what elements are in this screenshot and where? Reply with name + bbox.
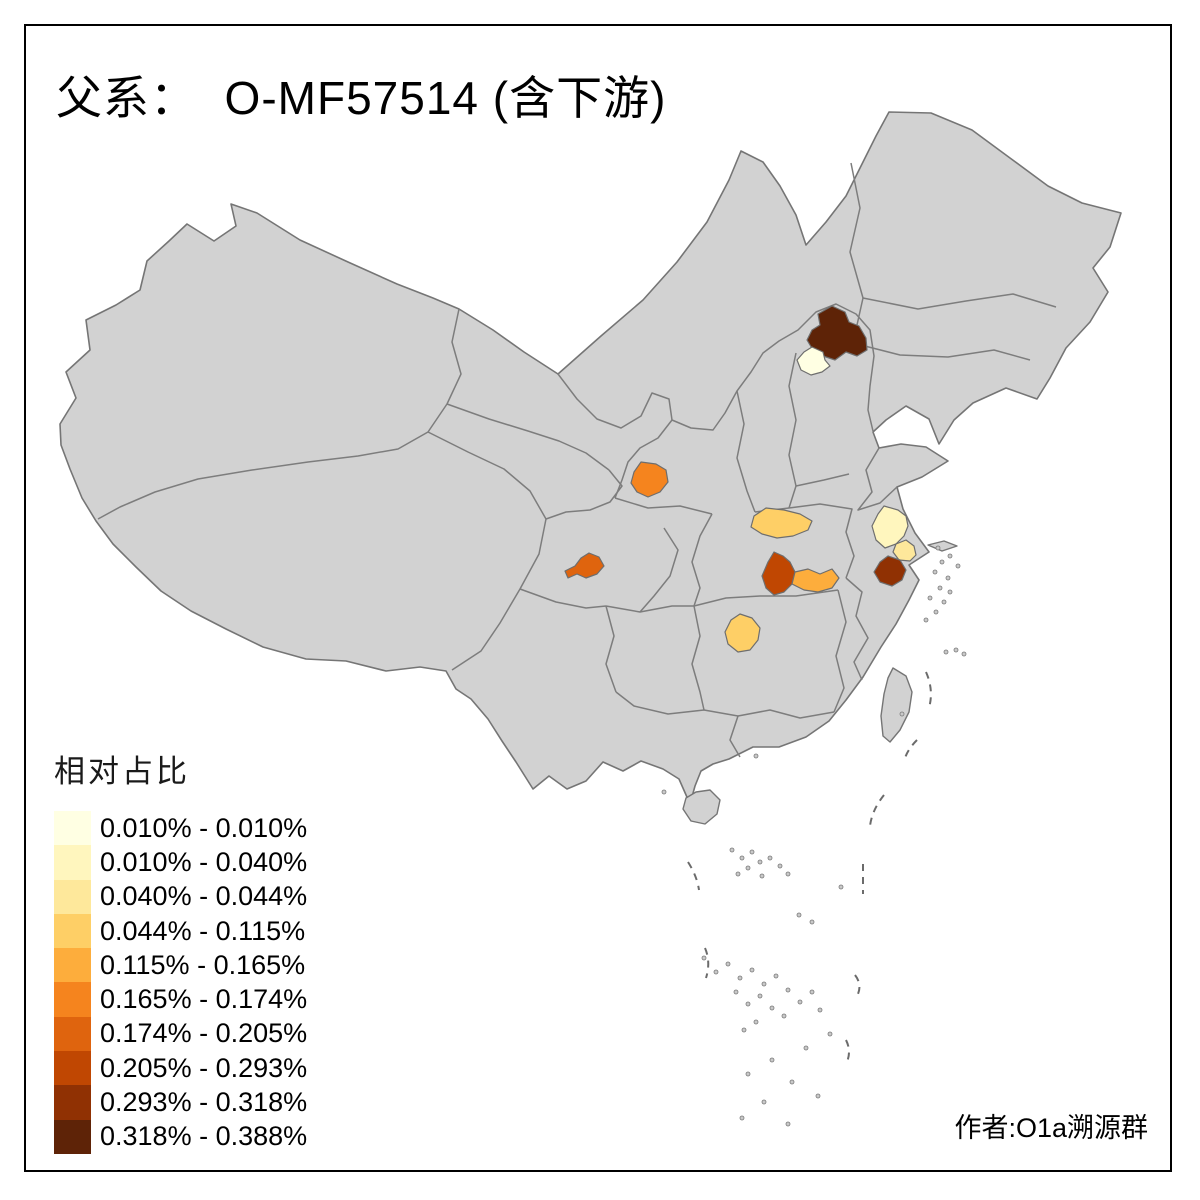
legend-swatch: [54, 845, 91, 880]
legend-swatch: [54, 913, 91, 949]
legend-swatch: [54, 1016, 91, 1052]
legend-swatch: [54, 1119, 91, 1154]
choropleth-region-hubei: [750, 507, 813, 539]
legend-label: 0.010% - 0.040%: [100, 846, 308, 877]
choropleth-region-darkest: [806, 305, 868, 361]
province-borders: [97, 162, 1057, 758]
choropleth-region-lightest: [796, 346, 831, 376]
choropleth-region-hunan-dark: [761, 551, 796, 596]
choropleth-region-sichuan: [564, 552, 605, 579]
choropleth-region-zhejiang: [873, 555, 907, 587]
legend-label: 0.174% - 0.205%: [100, 1018, 308, 1049]
legend-label: 0.044% - 0.115%: [100, 915, 306, 946]
legend-row: 0.165% - 0.174%: [54, 982, 308, 1017]
choropleth-region-shaanxi: [630, 461, 669, 498]
legend-row: 0.293% - 0.318%: [54, 1085, 308, 1120]
legend-label: 0.165% - 0.174%: [100, 984, 308, 1015]
legend: 相对占比 0.010% - 0.010% 0.010% - 0.040% 0.040…: [54, 746, 307, 1154]
legend-swatch: [54, 948, 91, 983]
legend-row: 0.044% - 0.115%: [54, 913, 307, 949]
legend-rows: 0.010% - 0.010% 0.010% - 0.040% 0.040% - 0…: [54, 811, 307, 1154]
taiwan-island: [880, 667, 913, 743]
legend-row: 0.010% - 0.040%: [54, 845, 308, 880]
choropleth-region-hunan-amber: [791, 568, 840, 593]
page-title: 父系： O-MF57514 (含下游): [56, 72, 667, 124]
legend-swatch: [54, 982, 91, 1017]
author-credit: 作者:O1a溯源群: [954, 1113, 1148, 1143]
choropleth-region-hunan-south: [724, 613, 761, 653]
legend-label: 0.115% - 0.165%: [100, 949, 306, 980]
legend-label: 0.040% - 0.044%: [100, 881, 308, 912]
legend-row: 0.174% - 0.205%: [54, 1016, 308, 1052]
islets-group: [661, 545, 967, 1127]
legend-row: 0.205% - 0.293%: [54, 1051, 308, 1086]
legend-swatch: [54, 811, 91, 846]
legend-swatch: [54, 1085, 91, 1120]
legend-row: 0.040% - 0.044%: [54, 879, 308, 914]
legend-label: 0.318% - 0.388%: [100, 1121, 308, 1152]
hainan-island: [682, 789, 721, 825]
legend-row: 0.318% - 0.388%: [54, 1119, 308, 1154]
legend-row: 0.115% - 0.165%: [54, 948, 307, 983]
legend-title: 相对占比: [54, 754, 190, 789]
maritime-dash-lines: [687, 671, 932, 1065]
chongming-island: [927, 540, 958, 552]
choropleth-region-jiangsu-gold: [892, 539, 917, 562]
mainland-china-shape: [59, 111, 1122, 805]
legend-label: 0.010% - 0.010%: [100, 812, 308, 843]
legend-swatch: [54, 1051, 91, 1086]
legend-label: 0.293% - 0.318%: [100, 1087, 308, 1118]
legend-label: 0.205% - 0.293%: [100, 1052, 308, 1083]
colored-regions: [564, 305, 917, 653]
legend-swatch: [54, 879, 91, 914]
legend-row: 0.010% - 0.010%: [54, 811, 308, 846]
